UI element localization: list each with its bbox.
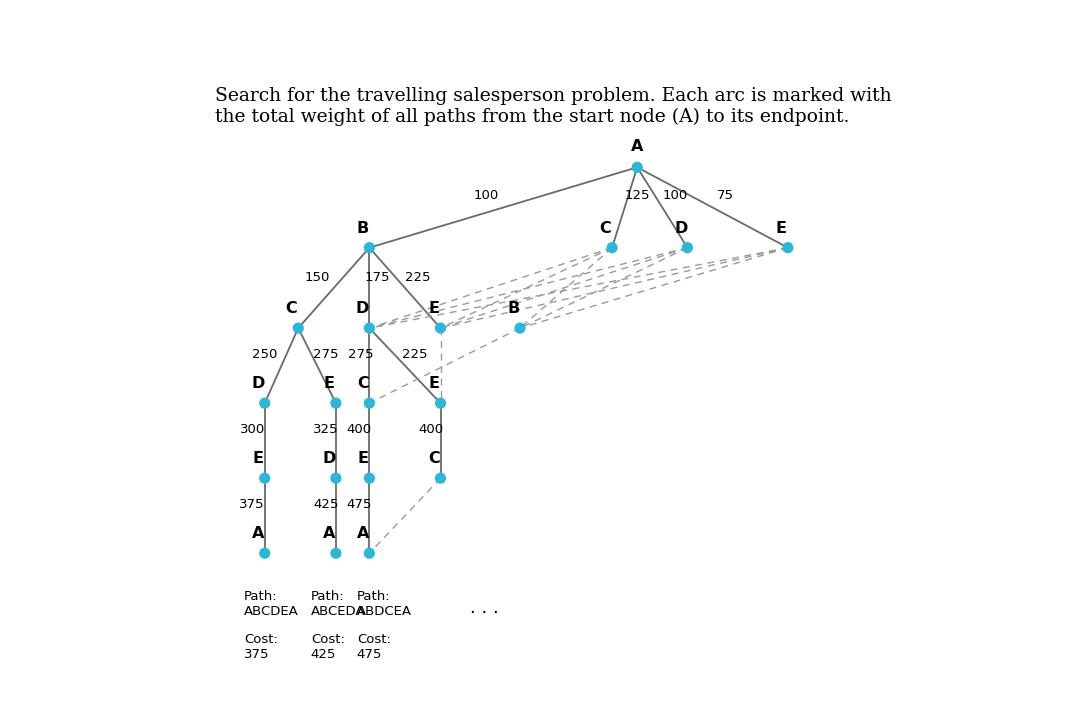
- Text: 250: 250: [252, 348, 278, 361]
- Text: 300: 300: [240, 424, 265, 437]
- Text: Search for the travelling salesperson problem. Each arc is marked with
the total: Search for the travelling salesperson pr…: [215, 87, 892, 126]
- Text: A: A: [356, 526, 369, 542]
- Text: 225: 225: [402, 348, 428, 361]
- Point: [432, 322, 449, 334]
- Point: [432, 472, 449, 484]
- Text: Cost:
475: Cost: 475: [356, 633, 391, 660]
- Point: [361, 322, 378, 334]
- Text: 100: 100: [474, 189, 499, 202]
- Text: A: A: [631, 139, 644, 154]
- Text: C: C: [285, 301, 297, 316]
- Text: B: B: [356, 221, 368, 236]
- Text: 275: 275: [348, 348, 374, 361]
- Point: [361, 242, 378, 253]
- Point: [361, 547, 378, 559]
- Point: [629, 161, 646, 173]
- Text: D: D: [674, 221, 687, 236]
- Text: 100: 100: [662, 189, 688, 202]
- Point: [327, 397, 345, 409]
- Point: [361, 397, 378, 409]
- Text: C: C: [599, 221, 611, 236]
- Text: C: C: [356, 376, 368, 392]
- Text: Cost:
375: Cost: 375: [244, 633, 278, 660]
- Text: 425: 425: [313, 498, 338, 511]
- Text: E: E: [429, 301, 440, 316]
- Text: 225: 225: [405, 271, 430, 284]
- Point: [327, 547, 345, 559]
- Text: D: D: [252, 376, 265, 392]
- Text: Path:
ABDCEA: Path: ABDCEA: [356, 589, 411, 618]
- Text: 150: 150: [305, 271, 329, 284]
- Text: A: A: [252, 526, 265, 542]
- Point: [604, 242, 621, 253]
- Text: E: E: [775, 221, 786, 236]
- Text: D: D: [323, 451, 336, 466]
- Point: [361, 472, 378, 484]
- Text: 175: 175: [365, 271, 391, 284]
- Point: [289, 322, 307, 334]
- Text: C: C: [428, 451, 440, 466]
- Text: 475: 475: [347, 498, 372, 511]
- Text: 325: 325: [313, 424, 339, 437]
- Point: [256, 547, 273, 559]
- Text: A: A: [323, 526, 336, 542]
- Text: · · ·: · · ·: [470, 604, 499, 622]
- Point: [679, 242, 697, 253]
- Point: [256, 397, 273, 409]
- Text: 400: 400: [418, 424, 443, 437]
- Point: [256, 472, 273, 484]
- Text: E: E: [357, 451, 368, 466]
- Text: 275: 275: [313, 348, 338, 361]
- Text: B: B: [508, 301, 519, 316]
- Text: 400: 400: [347, 424, 372, 437]
- Point: [512, 322, 529, 334]
- Point: [327, 472, 345, 484]
- Text: 75: 75: [717, 189, 733, 202]
- Point: [432, 397, 449, 409]
- Text: 375: 375: [240, 498, 265, 511]
- Point: [780, 242, 797, 253]
- Text: Cost:
425: Cost: 425: [311, 633, 345, 660]
- Text: Path:
ABCEDA: Path: ABCEDA: [311, 589, 365, 618]
- Text: E: E: [429, 376, 440, 392]
- Text: E: E: [324, 376, 335, 392]
- Text: D: D: [356, 301, 369, 316]
- Text: E: E: [253, 451, 264, 466]
- Text: Path:
ABCDEA: Path: ABCDEA: [244, 589, 298, 618]
- Text: 125: 125: [624, 189, 650, 202]
